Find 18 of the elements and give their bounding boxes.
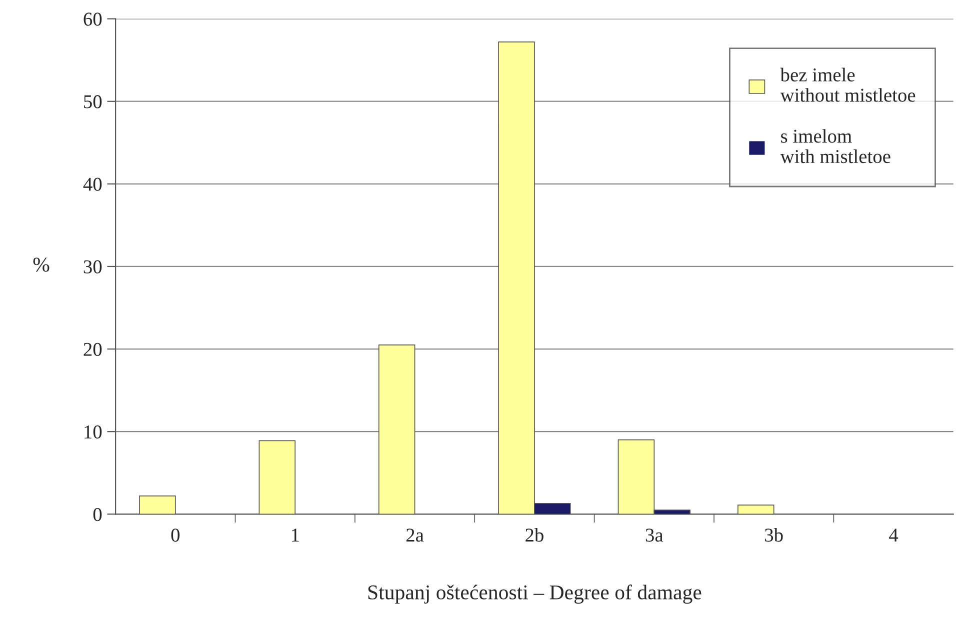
y-tick-label: 30 [84, 260, 102, 274]
y-axis-title: % [33, 258, 50, 272]
x-axis-title: Stupanj oštećenosti – Degree of damage [368, 584, 702, 604]
y-tick-label: 20 [84, 342, 102, 356]
legend-label: bez imele without mistletoe [780, 68, 916, 102]
y-tick-label: 0 [93, 508, 102, 522]
x-tick-label: 4 [889, 528, 898, 542]
y-tick-label: 10 [84, 425, 102, 439]
x-tick-label: 3a [646, 528, 664, 542]
x-tick-label: 2b [526, 528, 544, 542]
y-tick-label: 60 [84, 12, 102, 26]
x-tick-label: 0 [171, 528, 180, 542]
x-tick-label: 3b [765, 528, 783, 542]
legend-label: s imelom with mistletoe [780, 129, 890, 164]
x-tick-label: 1 [292, 528, 299, 542]
y-tick-label: 40 [83, 178, 102, 191]
x-tick-label: 2a [406, 528, 424, 542]
y-tick-label: 50 [84, 95, 102, 108]
